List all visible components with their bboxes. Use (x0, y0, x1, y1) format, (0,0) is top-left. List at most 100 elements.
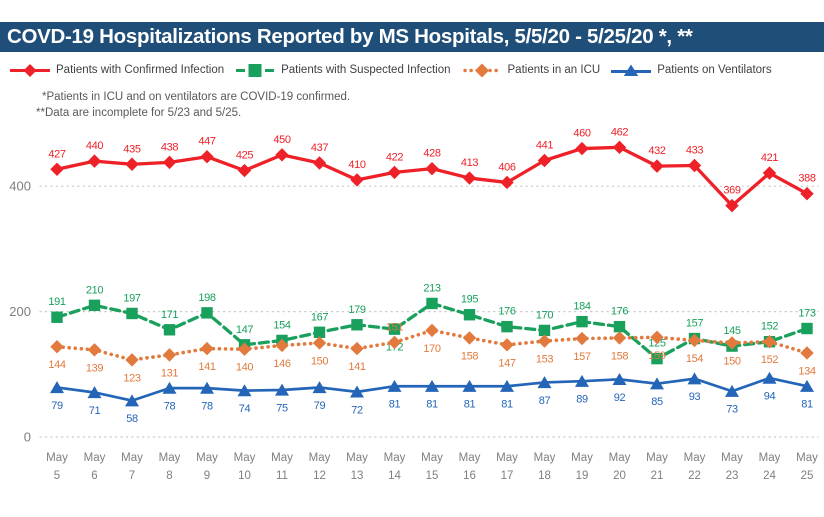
data-label-confirmed: 413 (461, 157, 478, 169)
data-point-icu[interactable] (387, 335, 402, 350)
x-axis-tick-day: 6 (91, 470, 97, 482)
hospitalizations-line-chart[interactable]: 0 200 400 May 5 May 6 May 7 May 8 May 9 May 10 May 11 May… (0, 112, 824, 517)
data-point-suspected[interactable] (88, 299, 101, 312)
x-axis-tick-day: 25 (801, 470, 814, 482)
data-point-confirmed[interactable] (125, 157, 139, 171)
data-label-icu: 144 (48, 359, 65, 371)
data-point-icu[interactable] (762, 334, 777, 349)
legend-item-confirmed[interactable]: Patients with Confirmed Infection (10, 63, 224, 78)
data-label-ventilators: 81 (389, 399, 401, 411)
data-point-ventilators[interactable] (762, 371, 777, 384)
data-point-ventilators[interactable] (725, 384, 739, 397)
data-point-icu[interactable] (800, 346, 814, 360)
data-point-icu[interactable] (162, 348, 177, 362)
data-point-ventilators[interactable] (687, 372, 702, 385)
data-point-suspected[interactable] (463, 309, 476, 321)
x-axis-tick-month: May (384, 452, 406, 464)
data-label-confirmed: 427 (48, 148, 65, 160)
legend-item-ventilators[interactable]: Patients on Ventilators (611, 63, 772, 78)
data-point-confirmed[interactable] (350, 173, 364, 187)
data-point-icu[interactable] (462, 331, 477, 345)
data-point-suspected[interactable] (163, 324, 176, 336)
data-point-confirmed[interactable] (50, 162, 64, 176)
data-point-suspected[interactable] (651, 352, 663, 365)
data-point-confirmed[interactable] (162, 155, 177, 170)
data-point-icu[interactable] (275, 338, 289, 353)
data-point-confirmed[interactable] (275, 148, 289, 162)
data-point-suspected[interactable] (501, 320, 513, 333)
data-label-ventilators: 74 (239, 403, 251, 415)
y-axis-tick-label: 400 (9, 179, 31, 194)
legend-item-icu[interactable]: Patients in an ICU (462, 63, 600, 78)
data-point-icu[interactable] (650, 330, 664, 345)
data-point-suspected[interactable] (126, 307, 138, 320)
legend-item-suspected[interactable]: Patients with Suspected Infection (235, 63, 451, 78)
data-point-icu[interactable] (575, 331, 589, 346)
data-label-ventilators: 81 (801, 399, 813, 411)
data-label-icu: 150 (723, 355, 740, 367)
data-point-icu[interactable] (425, 323, 439, 338)
data-point-confirmed[interactable] (425, 161, 439, 176)
data-point-suspected[interactable] (613, 320, 626, 333)
data-point-ventilators[interactable] (87, 386, 102, 399)
data-point-ventilators[interactable] (125, 394, 139, 407)
data-point-icu[interactable] (725, 336, 739, 350)
data-point-icu[interactable] (50, 340, 64, 354)
data-point-suspected[interactable] (576, 315, 588, 328)
data-point-confirmed[interactable] (612, 140, 627, 155)
data-point-icu[interactable] (612, 331, 627, 345)
data-point-ventilators[interactable] (387, 379, 402, 392)
data-point-icu[interactable] (687, 333, 702, 348)
data-point-confirmed[interactable] (575, 141, 589, 156)
data-point-ventilators[interactable] (575, 374, 589, 387)
data-point-confirmed[interactable] (725, 198, 739, 213)
data-label-ventilators: 81 (426, 399, 438, 411)
x-axis-tick-day: 17 (501, 470, 514, 482)
data-point-ventilators[interactable] (800, 379, 814, 392)
data-point-icu[interactable] (537, 334, 552, 348)
data-label-ventilators: 85 (651, 396, 663, 408)
data-point-suspected[interactable] (51, 311, 63, 323)
x-axis-tick-month: May (421, 452, 443, 464)
data-point-ventilators[interactable] (162, 381, 177, 394)
data-point-confirmed[interactable] (200, 150, 214, 164)
data-label-suspected: 167 (311, 311, 328, 323)
data-point-confirmed[interactable] (87, 154, 102, 168)
data-point-icu[interactable] (200, 341, 214, 356)
data-point-ventilators[interactable] (650, 377, 664, 390)
data-point-ventilators[interactable] (612, 373, 627, 386)
data-point-confirmed[interactable] (312, 156, 327, 170)
data-point-confirmed[interactable] (537, 153, 552, 168)
data-point-ventilators[interactable] (312, 381, 327, 394)
data-point-confirmed[interactable] (237, 163, 252, 178)
data-point-icu[interactable] (350, 341, 364, 356)
data-point-suspected[interactable] (801, 322, 813, 335)
data-point-confirmed[interactable] (500, 175, 514, 190)
data-point-ventilators[interactable] (200, 381, 214, 394)
data-point-icu[interactable] (312, 336, 327, 350)
data-point-confirmed[interactable] (650, 159, 664, 173)
data-point-suspected[interactable] (426, 297, 438, 310)
data-point-suspected[interactable] (313, 326, 326, 338)
data-point-icu[interactable] (125, 353, 139, 367)
data-point-suspected[interactable] (351, 319, 363, 331)
data-point-icu[interactable] (87, 343, 102, 357)
data-point-ventilators[interactable] (275, 383, 289, 396)
data-point-confirmed[interactable] (462, 171, 477, 185)
data-point-ventilators[interactable] (50, 381, 64, 394)
data-point-confirmed[interactable] (800, 187, 814, 201)
data-point-ventilators[interactable] (425, 379, 439, 392)
data-point-icu[interactable] (500, 338, 514, 352)
data-point-ventilators[interactable] (350, 385, 364, 398)
data-point-confirmed[interactable] (387, 165, 402, 180)
data-point-suspected[interactable] (538, 324, 551, 337)
x-axis-tick-month: May (309, 452, 331, 464)
data-point-suspected[interactable] (388, 323, 401, 335)
data-point-ventilators[interactable] (462, 379, 477, 392)
data-point-ventilators[interactable] (500, 379, 514, 392)
data-point-ventilators[interactable] (537, 376, 552, 389)
data-point-confirmed[interactable] (762, 166, 777, 180)
data-point-ventilators[interactable] (237, 384, 252, 397)
data-point-confirmed[interactable] (687, 158, 702, 173)
data-point-suspected[interactable] (201, 307, 213, 319)
